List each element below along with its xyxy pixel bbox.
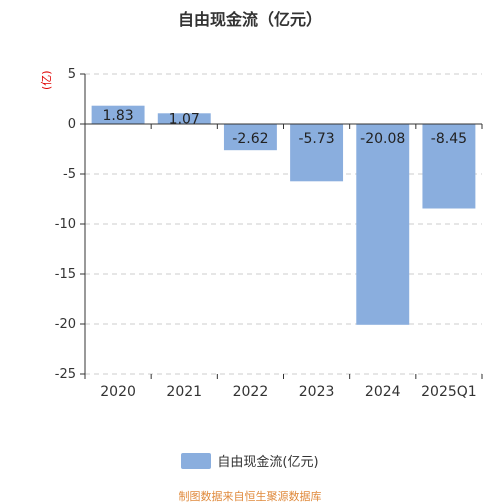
y-tick-label: -10 (55, 217, 76, 232)
y-tick-label: -15 (55, 267, 76, 282)
chart-title: 自由现金流（亿元） (177, 10, 322, 29)
axes: 5 0 -5 -10 -15 -20 -25 2020 2021 2022 2023 2024 2025… (55, 67, 483, 400)
legend-label: 自由现金流(亿元) (217, 455, 319, 470)
legend-swatch (181, 452, 212, 469)
source-footer: 制图数据来自恒生聚源数据库 (178, 490, 322, 503)
y-tick-label: -25 (55, 367, 76, 382)
y-tick-label: -5 (63, 167, 76, 182)
x-tick-label: 2020 (100, 384, 136, 400)
x-tick-label: 2025Q1 (421, 384, 477, 400)
bar-value-label: 1.07 (169, 112, 200, 128)
x-tick-label: 2024 (365, 384, 401, 400)
bar (422, 124, 476, 209)
bar-value-label: -5.73 (298, 131, 334, 147)
y-tick-label: -20 (55, 317, 76, 332)
x-tick-label: 2023 (299, 384, 335, 400)
x-tick-label: 2021 (166, 384, 202, 400)
bar-value-label: -2.62 (232, 131, 268, 147)
y-tick-label: 5 (68, 67, 76, 82)
legend: 自由现金流(亿元) (0, 451, 500, 470)
bar (223, 124, 277, 151)
bars (91, 105, 476, 325)
bar (157, 113, 211, 124)
bar-value-label: 1.83 (102, 108, 133, 124)
bar (91, 105, 145, 124)
y-tick-label: 0 (68, 117, 76, 132)
bar (290, 124, 344, 182)
x-tick-label: 2022 (233, 384, 269, 400)
bar (356, 124, 410, 325)
data-labels: 1.83 1.07 -2.62 -5.73 -20.08 -8.45 (102, 108, 467, 147)
bar-value-label: -8.45 (431, 131, 467, 147)
bar-value-label: -20.08 (360, 131, 405, 147)
